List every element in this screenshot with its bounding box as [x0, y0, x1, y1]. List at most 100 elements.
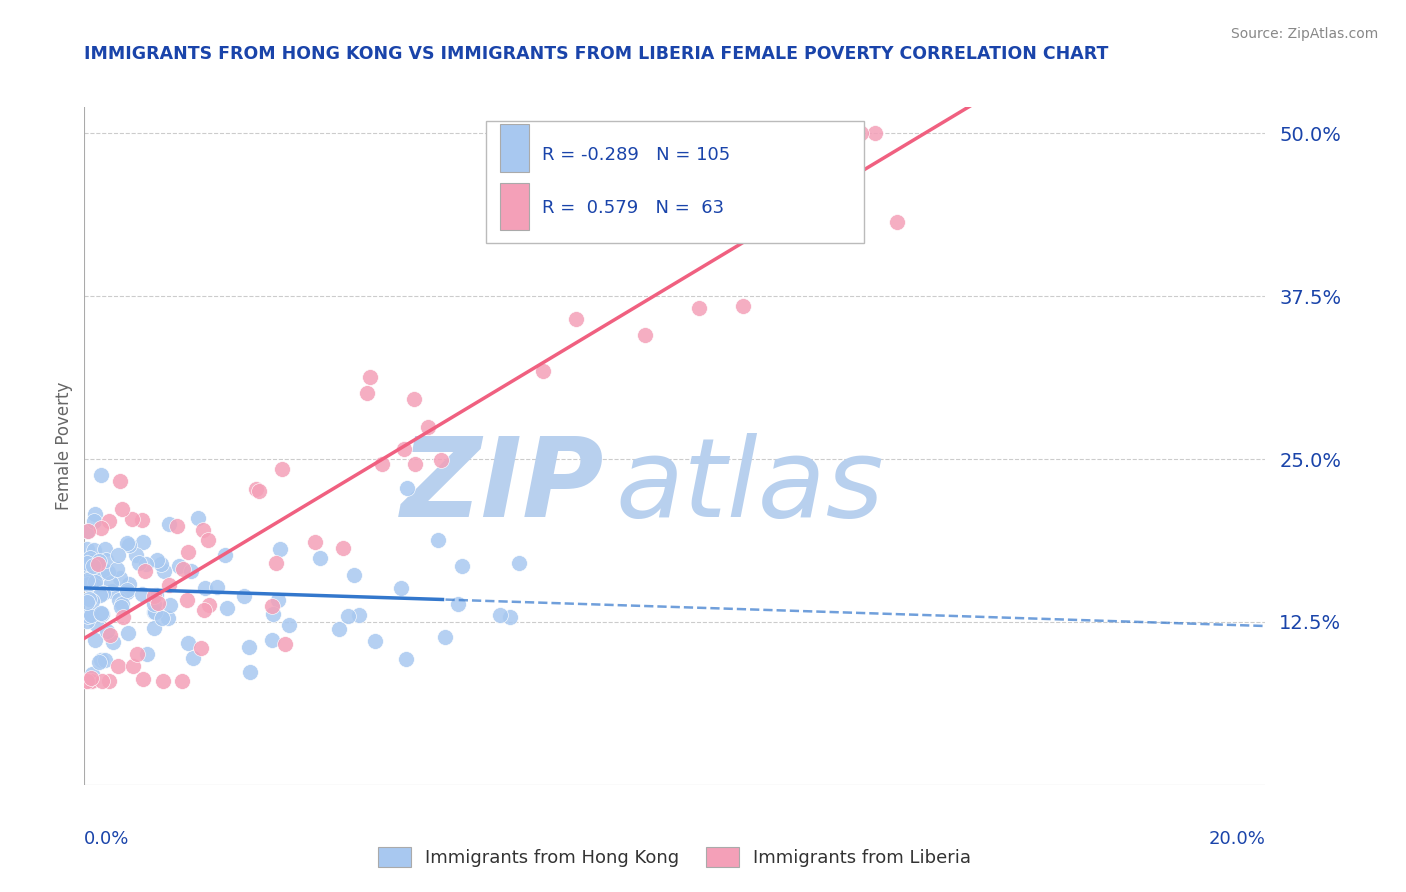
- Point: [131, 513, 153, 527]
- Point: [359, 370, 381, 384]
- Point: [76, 673, 98, 688]
- Point: [187, 510, 209, 524]
- Point: [214, 548, 236, 562]
- Point: [332, 541, 354, 555]
- Point: [76, 614, 98, 628]
- Point: [392, 442, 415, 457]
- Point: [404, 392, 426, 406]
- Point: [531, 364, 554, 378]
- Point: [82, 594, 104, 608]
- Point: [565, 311, 588, 326]
- Point: [87, 655, 110, 669]
- Point: [100, 583, 122, 598]
- Point: [110, 599, 132, 614]
- Point: [328, 623, 350, 637]
- Point: [157, 578, 180, 592]
- Text: R = -0.289   N = 105: R = -0.289 N = 105: [543, 145, 730, 164]
- Point: [336, 609, 359, 624]
- Point: [90, 468, 112, 483]
- Point: [83, 543, 105, 558]
- Point: [117, 536, 139, 550]
- Point: [100, 575, 122, 590]
- Point: [80, 671, 103, 685]
- Point: [90, 521, 112, 535]
- Point: [131, 534, 153, 549]
- Point: [166, 519, 188, 533]
- Text: 20.0%: 20.0%: [1209, 830, 1265, 847]
- Point: [94, 653, 117, 667]
- Text: ZIP: ZIP: [401, 434, 605, 541]
- Point: [143, 597, 166, 611]
- Point: [76, 673, 98, 688]
- Point: [198, 598, 221, 612]
- Point: [149, 557, 172, 571]
- Point: [395, 652, 418, 666]
- Point: [451, 559, 474, 574]
- Point: [79, 550, 101, 565]
- Point: [551, 220, 574, 235]
- Point: [447, 597, 470, 611]
- Legend: Immigrants from Hong Kong, Immigrants from Liberia: Immigrants from Hong Kong, Immigrants fr…: [371, 840, 979, 874]
- Point: [83, 574, 105, 589]
- Point: [145, 588, 167, 602]
- Point: [111, 502, 134, 516]
- Point: [176, 592, 198, 607]
- Point: [108, 593, 131, 607]
- Point: [83, 577, 105, 591]
- Point: [157, 517, 180, 532]
- Point: [97, 565, 120, 579]
- Point: [90, 606, 112, 620]
- Point: [117, 625, 139, 640]
- Point: [76, 577, 98, 591]
- Point: [197, 533, 219, 547]
- Point: [82, 571, 104, 585]
- Point: [733, 299, 755, 313]
- Point: [146, 553, 169, 567]
- Point: [83, 507, 105, 521]
- Point: [172, 562, 194, 576]
- Point: [427, 533, 450, 548]
- Point: [98, 514, 121, 528]
- Text: IMMIGRANTS FROM HONG KONG VS IMMIGRANTS FROM LIBERIA FEMALE POVERTY CORRELATION : IMMIGRANTS FROM HONG KONG VS IMMIGRANTS …: [84, 45, 1109, 62]
- Point: [124, 548, 146, 562]
- Point: [80, 554, 103, 568]
- Point: [131, 587, 153, 601]
- Text: atlas: atlas: [616, 434, 884, 541]
- Point: [238, 640, 260, 654]
- Point: [813, 189, 835, 203]
- Point: [215, 600, 238, 615]
- Point: [94, 541, 117, 556]
- Point: [193, 524, 215, 538]
- Point: [135, 557, 157, 571]
- Point: [90, 607, 112, 621]
- Point: [190, 640, 212, 655]
- Point: [146, 596, 169, 610]
- Point: [97, 673, 120, 688]
- Point: [143, 605, 166, 619]
- Point: [107, 548, 129, 562]
- Point: [128, 557, 150, 571]
- Point: [181, 651, 204, 665]
- Point: [90, 653, 112, 667]
- Point: [499, 610, 522, 624]
- Point: [121, 659, 143, 673]
- Point: [260, 599, 283, 614]
- Text: 0.0%: 0.0%: [84, 830, 129, 847]
- Point: [108, 474, 131, 488]
- Point: [177, 545, 200, 559]
- Point: [278, 617, 301, 632]
- Point: [96, 624, 118, 638]
- Point: [134, 564, 156, 578]
- Point: [156, 611, 179, 625]
- Point: [77, 558, 100, 573]
- Point: [264, 556, 287, 570]
- Point: [76, 556, 98, 570]
- Point: [153, 564, 176, 578]
- Y-axis label: Female Poverty: Female Poverty: [55, 382, 73, 510]
- Point: [76, 574, 98, 588]
- Point: [76, 595, 98, 609]
- Point: [80, 673, 103, 688]
- Point: [83, 632, 105, 647]
- Text: R =  0.579   N =  63: R = 0.579 N = 63: [543, 200, 724, 218]
- Point: [79, 608, 101, 623]
